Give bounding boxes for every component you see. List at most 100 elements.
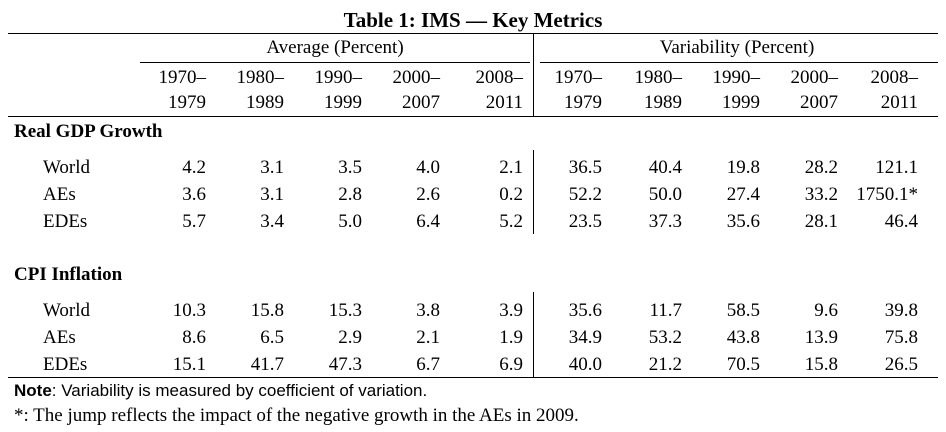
table-cell: 8.6 — [182, 327, 206, 348]
table-cell: 3.6 — [182, 184, 206, 205]
table-cell: 6.7 — [416, 354, 440, 375]
table-cell: 70.5 — [726, 354, 760, 375]
table-cell: 2.6 — [416, 184, 440, 205]
column-header-line1: 1980– — [634, 67, 683, 88]
column-header-line1: 2008– — [870, 67, 919, 88]
table-cell: 2.1 — [416, 327, 440, 348]
row-label: AEs — [43, 184, 76, 205]
table-cell: 6.5 — [260, 327, 284, 348]
section-cpi-inflation: CPI Inflation — [14, 264, 123, 285]
header-rule — [8, 116, 938, 117]
table-cell: 75.8 — [884, 327, 918, 348]
column-header-line2: 2011 — [485, 92, 523, 113]
column-header-line1: 1990– — [712, 67, 761, 88]
table-cell: 33.2 — [804, 184, 838, 205]
bottom-rule — [8, 377, 938, 378]
table-cell: 39.8 — [884, 300, 918, 321]
column-header-line2: 2007 — [800, 92, 838, 113]
table-cell: 10.3 — [172, 300, 206, 321]
table-cell: 3.9 — [499, 300, 523, 321]
column-header-line2: 2007 — [402, 92, 440, 113]
note-label: Note — [14, 381, 52, 400]
group-underline-variability — [540, 62, 938, 63]
table-cell: 15.8 — [250, 300, 284, 321]
column-header-line1: 2000– — [392, 67, 441, 88]
table-cell: 4.0 — [416, 157, 440, 178]
table-cell: 27.4 — [726, 184, 760, 205]
column-header-line2: 1989 — [246, 92, 284, 113]
column-header-line1: 2000– — [790, 67, 839, 88]
table-cell: 19.8 — [726, 157, 760, 178]
table-cell: 3.5 — [338, 157, 362, 178]
table-cell: 6.9 — [499, 354, 523, 375]
column-header-line1: 2008– — [475, 67, 524, 88]
table-cell: 9.6 — [814, 300, 838, 321]
group-header-average: Average (Percent) — [266, 37, 404, 58]
group-underline-average — [140, 62, 530, 63]
column-header-line2: 1979 — [168, 92, 206, 113]
table-title: Table 1: IMS — Key Metrics — [343, 8, 603, 32]
table-cell: 52.2 — [568, 184, 602, 205]
group-divider-gdp — [533, 150, 534, 234]
table-cell: 58.5 — [726, 300, 760, 321]
table-cell: 2.1 — [499, 157, 523, 178]
table-cell: 35.6 — [726, 211, 760, 232]
table-cell: 2.9 — [338, 327, 362, 348]
table-cell: 40.4 — [648, 157, 682, 178]
table-cell: 21.2 — [648, 354, 682, 375]
table-cell: 11.7 — [649, 300, 682, 321]
table-cell: 28.1 — [804, 211, 838, 232]
table-cell: 50.0 — [648, 184, 682, 205]
table-cell: 5.0 — [338, 211, 362, 232]
table-cell: 6.4 — [416, 211, 440, 232]
table-cell: 1.9 — [499, 327, 523, 348]
row-label: AEs — [43, 327, 76, 348]
table-cell: 34.9 — [568, 327, 602, 348]
column-header-line2: 2011 — [880, 92, 918, 113]
table-cell: 26.5 — [884, 354, 918, 375]
table-cell: 3.8 — [416, 300, 440, 321]
column-header-line1: 1970– — [554, 67, 603, 88]
column-header-line1: 1990– — [314, 67, 363, 88]
column-header-line1: 1970– — [158, 67, 207, 88]
section-real-gdp-growth: Real GDP Growth — [14, 121, 163, 142]
top-rule — [8, 33, 938, 34]
table-cell: 0.2 — [499, 184, 523, 205]
table-cell: 47.3 — [328, 354, 362, 375]
table-cell: 5.7 — [182, 211, 206, 232]
table-cell: 36.5 — [568, 157, 602, 178]
table-cell: 3.1 — [260, 157, 284, 178]
column-header-line2: 1989 — [644, 92, 682, 113]
column-header-line2: 1999 — [324, 92, 362, 113]
table-cell: 37.3 — [648, 211, 682, 232]
table-cell: 1750.1* — [856, 184, 918, 205]
table-cell: 35.6 — [568, 300, 602, 321]
row-label: EDEs — [43, 211, 88, 232]
column-header-line2: 1979 — [564, 92, 602, 113]
table-cell: 46.4 — [884, 211, 918, 232]
column-header-line1: 1980– — [236, 67, 285, 88]
table-cell: 43.8 — [726, 327, 760, 348]
row-label: World — [43, 300, 91, 321]
table-cell: 4.2 — [182, 157, 206, 178]
table-cell: 41.7 — [250, 354, 284, 375]
table-cell: 15.8 — [804, 354, 838, 375]
table-cell: 13.9 — [804, 327, 838, 348]
table-cell: 28.2 — [804, 157, 838, 178]
table-cell: 15.1 — [172, 354, 206, 375]
row-label: World — [43, 157, 91, 178]
table-cell: 3.1 — [260, 184, 284, 205]
table-footnote: *: The jump reflects the impact of the n… — [14, 405, 579, 426]
table-cell: 40.0 — [568, 354, 602, 375]
table-cell: 15.3 — [328, 300, 362, 321]
table-cell: 53.2 — [648, 327, 682, 348]
table-cell: 23.5 — [568, 211, 602, 232]
table-cell: 121.1 — [875, 157, 918, 178]
table-cell: 3.4 — [260, 211, 284, 232]
row-label: EDEs — [43, 354, 88, 375]
group-divider-cpi — [533, 292, 534, 377]
table-cell: 2.8 — [338, 184, 362, 205]
table-cell: 5.2 — [499, 211, 523, 232]
table-note: Note: Variability is measured by coeffic… — [14, 380, 427, 402]
group-header-variability: Variability (Percent) — [659, 37, 815, 58]
